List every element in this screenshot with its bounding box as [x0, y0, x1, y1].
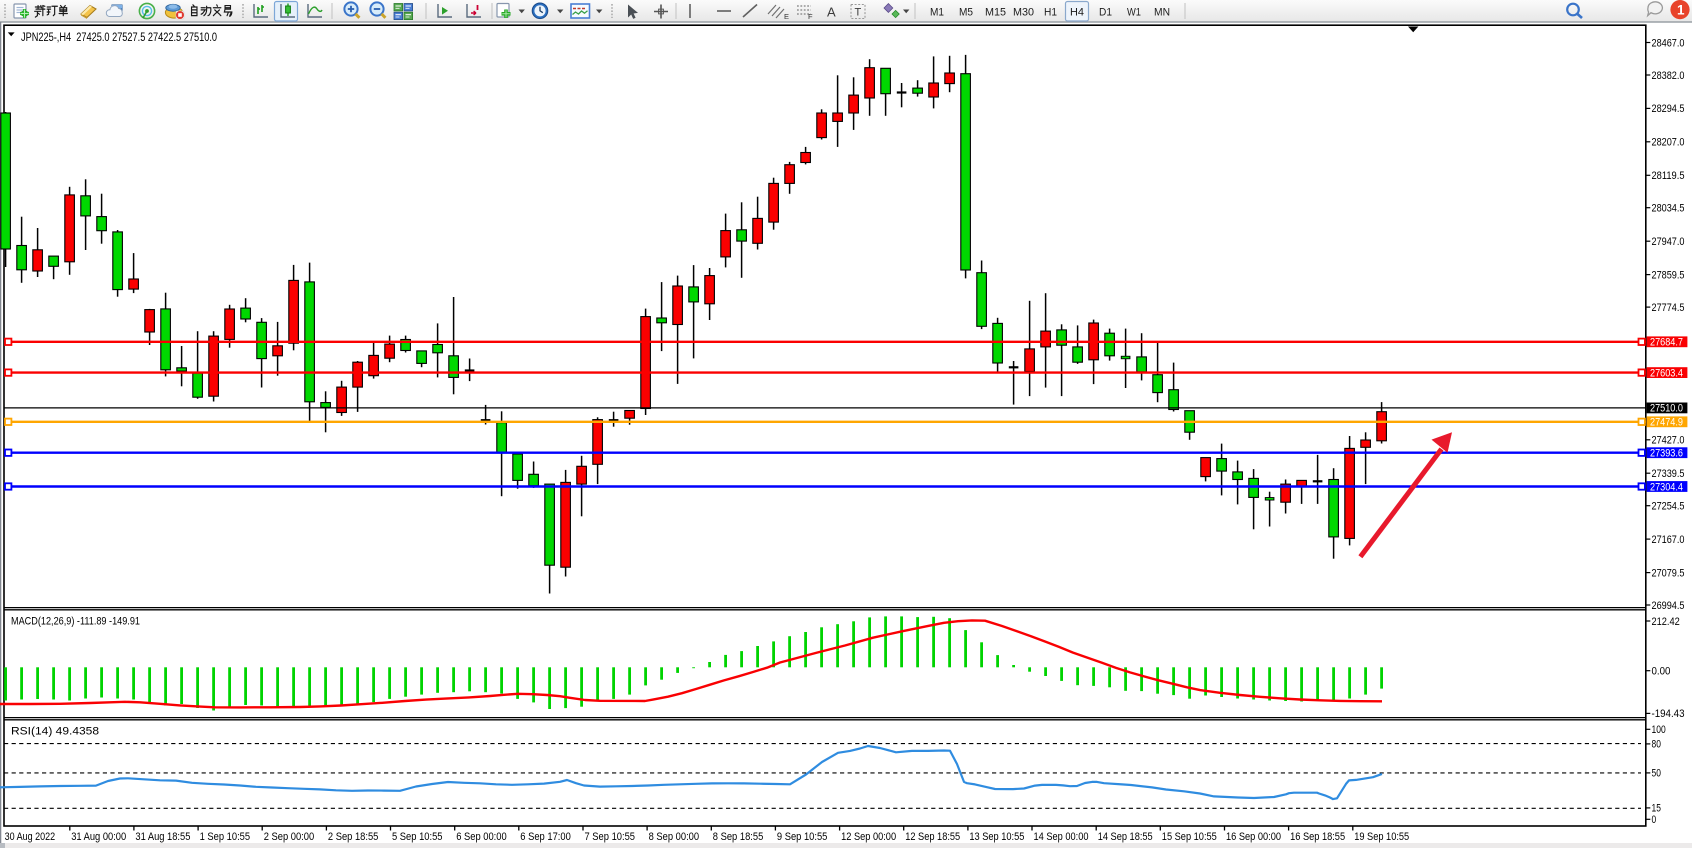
svg-text:31 Aug 00:00: 31 Aug 00:00 — [71, 831, 126, 843]
svg-text:RSI(14) 49.4358: RSI(14) 49.4358 — [11, 726, 99, 738]
svg-text:27167.0: 27167.0 — [1652, 534, 1685, 546]
svg-text:31 Aug 18:55: 31 Aug 18:55 — [135, 831, 190, 843]
svg-text:27427.0: 27427.0 — [1652, 435, 1685, 447]
svg-text:D1: D1 — [1099, 6, 1112, 18]
svg-text:7 Sep 10:55: 7 Sep 10:55 — [585, 831, 636, 843]
svg-text:MACD(12,26,9) -111.89 -149.91: MACD(12,26,9) -111.89 -149.91 — [11, 616, 140, 628]
svg-text:16 Sep 00:00: 16 Sep 00:00 — [1226, 831, 1281, 843]
svg-text:6 Sep 17:00: 6 Sep 17:00 — [520, 831, 571, 843]
svg-text:JPN225-,H4 27425.0 27527.5 27: JPN225-,H4 27425.0 27527.5 27422.5 27510… — [21, 30, 217, 44]
svg-text:15: 15 — [1652, 803, 1661, 815]
svg-text:0.00: 0.00 — [1652, 666, 1671, 678]
svg-text:W1: W1 — [1127, 6, 1141, 18]
svg-text:9 Sep 10:55: 9 Sep 10:55 — [777, 831, 828, 843]
svg-text:M5: M5 — [959, 6, 973, 18]
svg-text:M1: M1 — [930, 6, 944, 18]
svg-text:27603.4: 27603.4 — [1650, 367, 1683, 379]
svg-text:H4: H4 — [1070, 6, 1084, 18]
svg-text:-194.43: -194.43 — [1652, 708, 1685, 720]
svg-text:8 Sep 00:00: 8 Sep 00:00 — [649, 831, 700, 843]
svg-text:13 Sep 10:55: 13 Sep 10:55 — [969, 831, 1024, 843]
svg-text:27684.7: 27684.7 — [1650, 337, 1683, 349]
svg-text:F: F — [808, 12, 813, 21]
svg-text:100: 100 — [1652, 724, 1666, 736]
svg-text:15 Sep 10:55: 15 Sep 10:55 — [1162, 831, 1217, 843]
svg-text:14 Sep 00:00: 14 Sep 00:00 — [1034, 831, 1089, 843]
svg-text:M30: M30 — [1013, 6, 1034, 18]
svg-text:16 Sep 18:55: 16 Sep 18:55 — [1290, 831, 1345, 843]
svg-text:27079.5: 27079.5 — [1652, 567, 1685, 579]
svg-text:28294.5: 28294.5 — [1652, 103, 1685, 115]
svg-text:T: T — [855, 7, 862, 19]
svg-text:27254.5: 27254.5 — [1652, 501, 1685, 513]
svg-text:27859.5: 27859.5 — [1652, 269, 1685, 281]
svg-text:6 Sep 00:00: 6 Sep 00:00 — [456, 831, 507, 843]
svg-text:14 Sep 18:55: 14 Sep 18:55 — [1098, 831, 1153, 843]
svg-text:12 Sep 18:55: 12 Sep 18:55 — [905, 831, 960, 843]
svg-text:12 Sep 00:00: 12 Sep 00:00 — [841, 831, 896, 843]
svg-text:MN: MN — [1154, 6, 1170, 18]
svg-text:M15: M15 — [985, 6, 1006, 18]
svg-text:A: A — [827, 5, 836, 20]
svg-text:28034.5: 28034.5 — [1652, 203, 1685, 215]
svg-text:0: 0 — [1652, 814, 1657, 826]
svg-text:H1: H1 — [1044, 6, 1057, 18]
svg-text:E: E — [784, 12, 789, 21]
svg-text:50: 50 — [1652, 768, 1661, 780]
svg-text:8 Sep 18:55: 8 Sep 18:55 — [713, 831, 764, 843]
svg-text:27393.6: 27393.6 — [1650, 448, 1683, 460]
svg-text:28119.5: 28119.5 — [1652, 170, 1685, 182]
svg-text:28207.0: 28207.0 — [1652, 137, 1685, 149]
svg-text:27510.0: 27510.0 — [1650, 403, 1683, 415]
svg-text:19 Sep 10:55: 19 Sep 10:55 — [1354, 831, 1409, 843]
svg-text:27947.0: 27947.0 — [1652, 236, 1685, 248]
svg-text:2 Sep 18:55: 2 Sep 18:55 — [328, 831, 379, 843]
svg-text:30 Aug 2022: 30 Aug 2022 — [5, 831, 56, 843]
svg-text:28467.0: 28467.0 — [1652, 37, 1685, 49]
svg-text:26994.5: 26994.5 — [1652, 600, 1685, 612]
svg-text:80: 80 — [1652, 739, 1661, 751]
svg-text:5 Sep 10:55: 5 Sep 10:55 — [392, 831, 443, 843]
svg-text:212.42: 212.42 — [1652, 616, 1680, 628]
svg-text:28382.0: 28382.0 — [1652, 70, 1685, 82]
svg-text:2 Sep 00:00: 2 Sep 00:00 — [264, 831, 315, 843]
svg-text:27474.9: 27474.9 — [1650, 417, 1683, 429]
svg-text:1 Sep 10:55: 1 Sep 10:55 — [200, 831, 251, 843]
svg-text:1: 1 — [1677, 2, 1685, 17]
svg-text:27339.5: 27339.5 — [1652, 468, 1685, 480]
svg-text:27304.4: 27304.4 — [1650, 481, 1683, 493]
svg-text:27774.5: 27774.5 — [1652, 302, 1685, 314]
